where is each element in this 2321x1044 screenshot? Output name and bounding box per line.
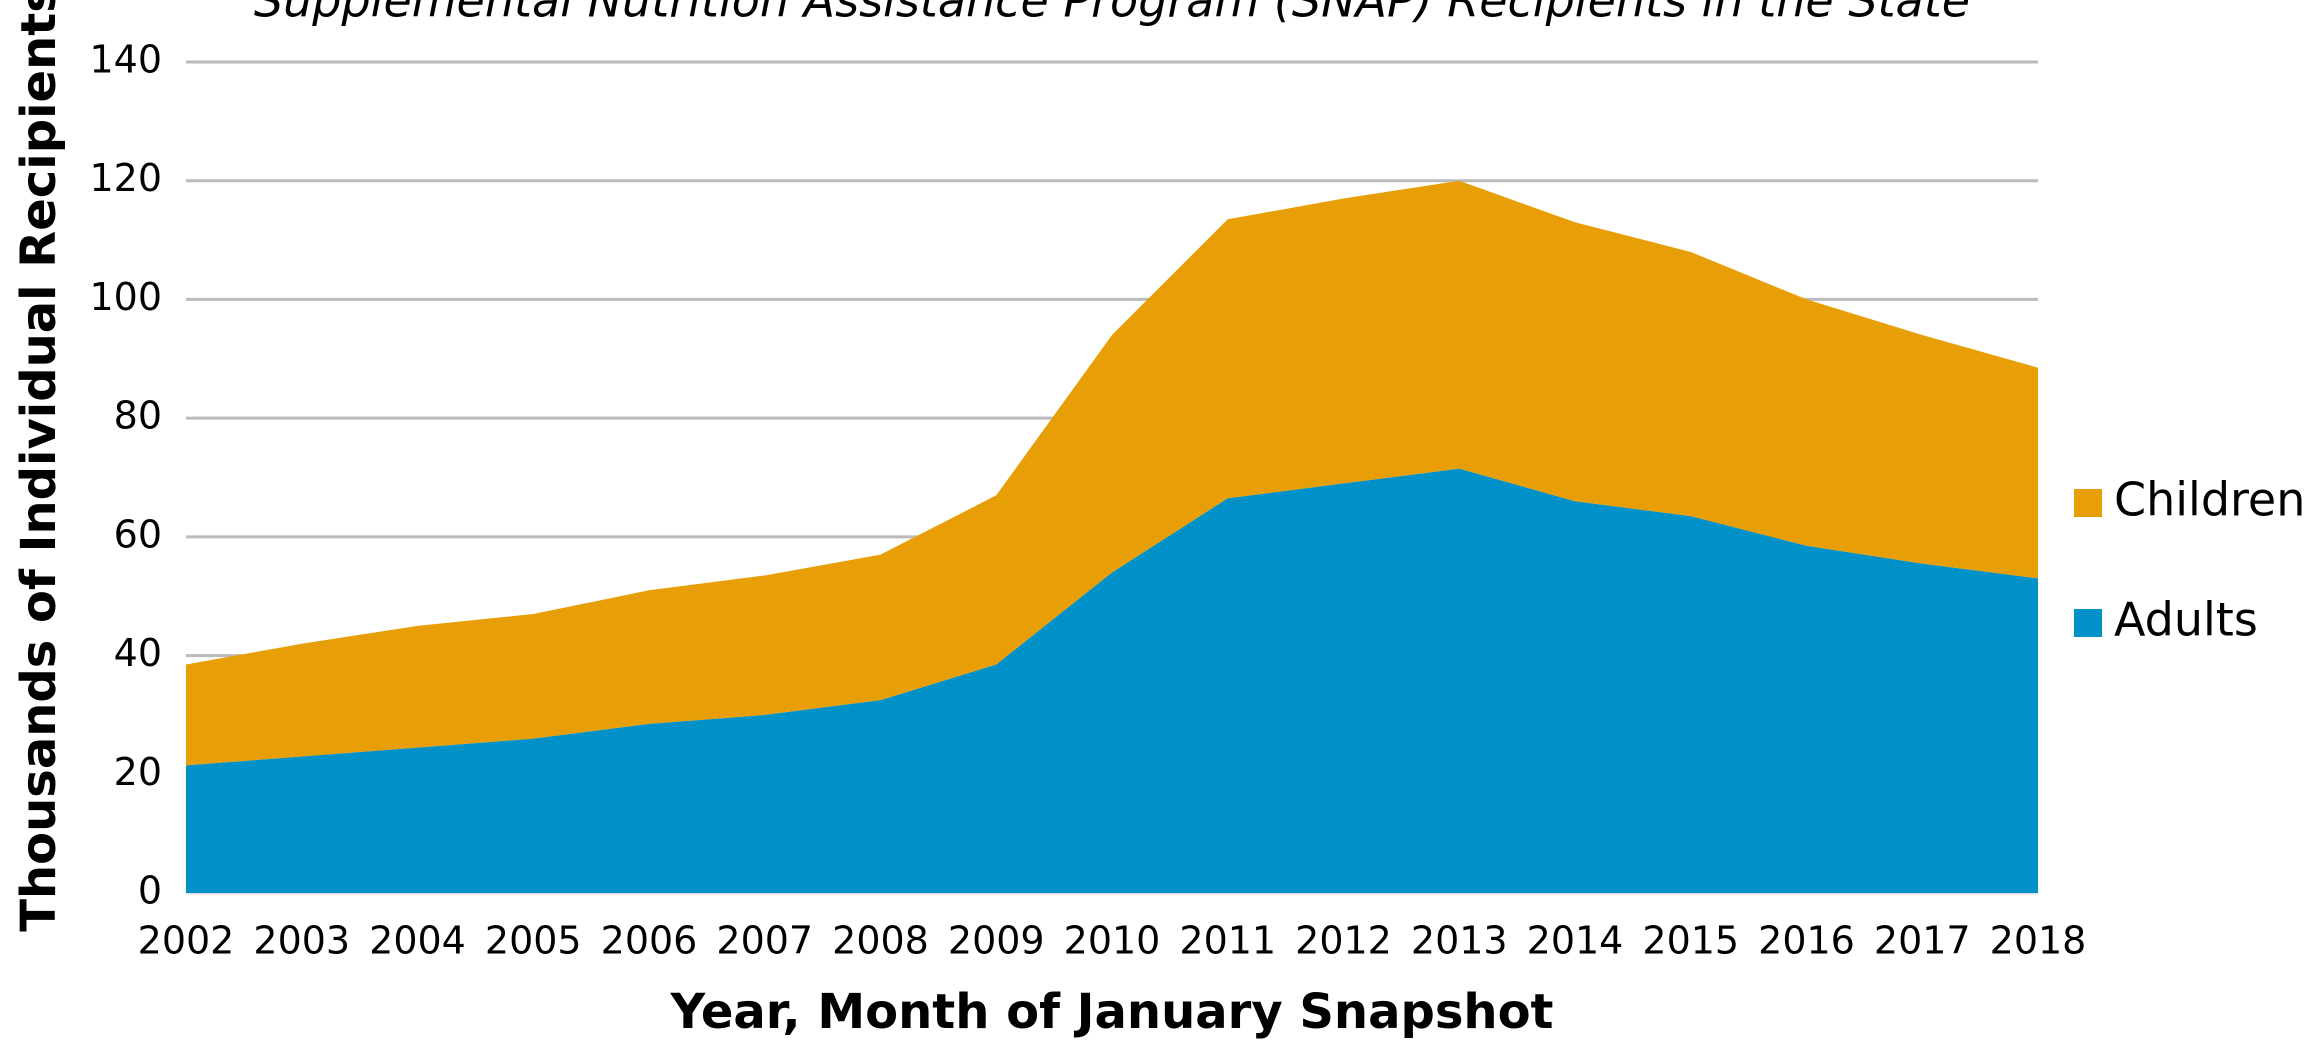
x-tick-label: 2002 (138, 919, 235, 963)
area (186, 180, 2038, 766)
x-tick-label: 2006 (601, 919, 698, 963)
x-tick-label: 2014 (1527, 919, 1624, 963)
legend-swatch (2074, 609, 2102, 637)
y-tick-label: 20 (114, 750, 162, 794)
x-tick-label: 2016 (1758, 919, 1855, 963)
x-tick-label: 2008 (832, 919, 929, 963)
legend-label: Children (2114, 473, 2305, 527)
x-tick-label: 2007 (716, 919, 813, 963)
x-tick-label: 2017 (1874, 919, 1971, 963)
x-tick-label: 2009 (948, 919, 1045, 963)
y-tick-label: 140 (89, 38, 162, 82)
area (186, 468, 2038, 893)
y-tick-label: 0 (138, 869, 162, 913)
x-tick-label: 2012 (1295, 919, 1392, 963)
x-tick-label: 2013 (1411, 919, 1508, 963)
y-tick-label: 80 (114, 394, 162, 438)
y-tick-label: 100 (89, 275, 162, 319)
y-tick-label: 60 (114, 512, 162, 556)
x-tick-label: 2004 (369, 919, 466, 963)
x-tick-label: 2018 (1990, 919, 2087, 963)
x-tick-label: 2005 (485, 919, 582, 963)
legend-swatch (2074, 489, 2102, 517)
x-tick-label: 2010 (1064, 919, 1161, 963)
chart-title: Supplemental Nutrition Assistance Progra… (254, 0, 1970, 28)
y-tick-label: 40 (114, 631, 162, 675)
x-tick-label: 2015 (1642, 919, 1739, 963)
y-tick-label: 120 (89, 156, 162, 200)
y-axis-title: Thousands of Individual Recipients (11, 0, 67, 932)
x-tick-label: 2003 (253, 919, 350, 963)
legend-label: Adults (2114, 593, 2258, 647)
x-tick-label: 2011 (1179, 919, 1276, 963)
x-axis-title: Year, Month of January Snapshot (670, 984, 1554, 1040)
